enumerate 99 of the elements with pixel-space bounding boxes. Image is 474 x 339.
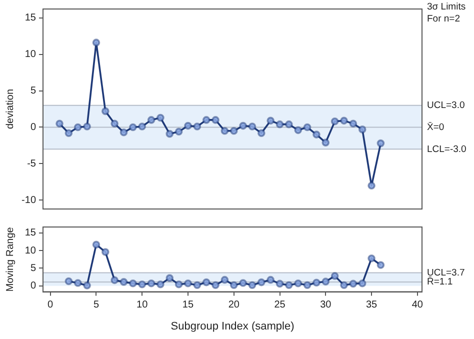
point [376,261,385,269]
point [220,276,229,284]
x-tick-label: 25 [274,300,286,311]
point [166,130,174,138]
point [266,276,274,284]
point [258,278,266,286]
ref-line-label: UCL=3.0 [427,100,465,111]
point [64,129,73,137]
point [174,280,183,288]
point [368,182,376,190]
point [340,281,348,290]
point [56,120,64,128]
point [92,240,100,249]
point [312,278,320,287]
point [120,128,128,136]
point [230,281,238,290]
point [349,120,358,128]
point [294,126,302,134]
y-tick-label: -10 [22,194,36,206]
point [376,139,385,148]
point [74,123,82,132]
point [212,116,220,124]
x-tick-label: 5 [93,300,100,311]
y-tick-label: 15 [24,228,36,239]
point [340,116,348,125]
point [303,123,312,132]
point [83,282,91,290]
x-tick-label: 40 [412,300,424,311]
point [202,116,210,124]
ref-line-label: X̄=0 [427,121,444,133]
point [120,278,128,286]
point [74,279,82,287]
point [230,127,238,135]
text: For n=2 [427,13,460,24]
point [193,281,202,290]
point [285,120,293,128]
point [248,281,256,290]
point [156,280,164,288]
point [110,120,118,128]
point [239,279,247,287]
point [64,277,73,286]
text: 3σ Limits [427,1,466,12]
y-axis-title: deviation [4,88,16,130]
x-tick-label: 30 [320,300,332,311]
point [276,120,284,128]
point [202,278,210,286]
point [212,281,220,290]
point [330,118,339,126]
y-tick-label: 5 [30,86,36,96]
y-tick-label: 0 [30,122,36,133]
ref-line-label: LCL=-3.0 [427,144,466,155]
x-tick-label: 35 [366,300,378,311]
point [312,130,320,138]
point [276,280,284,288]
point [166,274,174,282]
point [322,138,330,146]
point [92,38,100,46]
point [294,279,302,288]
point [239,122,247,130]
point [147,279,156,288]
point [138,280,146,288]
point [258,129,266,137]
point [285,281,293,290]
x-tick-label: 15 [182,300,194,311]
y-tick-label: 5 [30,262,36,274]
x-axis-title: Subgroup Index (sample) [170,320,294,332]
point [129,279,137,288]
point [193,122,202,130]
point [303,281,312,290]
point [83,122,91,130]
point [184,122,192,130]
y-tick-label: -5 [27,158,36,170]
point [322,278,330,286]
point [174,128,183,136]
point [266,116,274,125]
point [358,279,366,288]
x-tick-label: 0 [48,300,54,311]
point [156,114,164,122]
ref-line-label: R̄=1.1 [427,276,453,288]
point [330,272,339,280]
y-axis-title: Moving Range [4,226,16,292]
point [102,248,110,256]
x-tick-label: 10 [136,300,148,311]
y-tick-label: 10 [24,245,36,256]
y-tick-label: 10 [24,49,36,60]
point [220,127,229,135]
point [138,122,146,130]
y-tick-label: 0 [30,280,36,292]
point [110,276,118,284]
point [349,280,358,288]
point [248,122,256,130]
point [368,254,376,262]
y-tick-label: 15 [24,12,36,24]
x-tick-label: 20 [228,300,240,311]
point [102,107,110,116]
point [129,123,137,132]
point [358,126,366,134]
point [184,279,192,288]
point [147,116,156,124]
